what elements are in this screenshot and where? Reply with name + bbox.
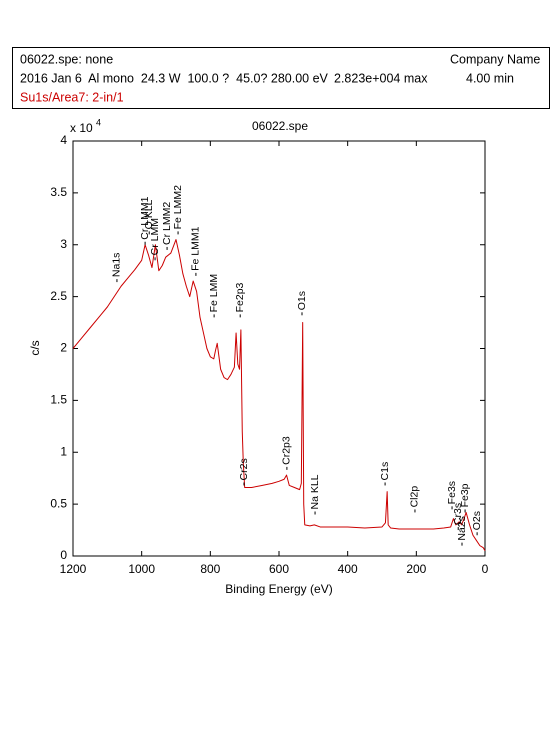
peak-label: Na KLL xyxy=(309,474,321,509)
peak-label: Cr LMM1 xyxy=(139,196,151,239)
x-tick-label: 600 xyxy=(269,562,289,576)
peak-label: O1s xyxy=(296,291,308,310)
x-axis-label: Binding Energy (eV) xyxy=(225,582,332,596)
peak-label: Cr3s xyxy=(452,503,464,525)
peak-label: Na1s xyxy=(111,253,123,278)
y-tick-label: 0 xyxy=(60,548,67,562)
header-company: Company Name xyxy=(450,52,540,66)
y-multiplier-exponent: 4 xyxy=(96,117,101,127)
chart-title: 06022.spe xyxy=(252,119,308,133)
y-tick-label: 3.5 xyxy=(50,185,67,199)
peak-label: O2s xyxy=(471,511,483,530)
header-min: 4.00 min xyxy=(466,71,514,85)
y-tick-label: 1.5 xyxy=(50,393,67,407)
y-tick-label: 0.5 xyxy=(50,496,67,510)
peak-label: Cr LMM xyxy=(149,218,161,255)
header-settings: 2016 Jan 6 Al mono 24.3 W 100.0 ? 45.0? … xyxy=(20,71,329,85)
peak-label: Fe3p xyxy=(459,483,471,507)
peak-label: C1s xyxy=(379,462,391,481)
y-axis-label: c/s xyxy=(28,340,42,355)
x-tick-label: 0 xyxy=(482,562,489,576)
x-tick-label: 200 xyxy=(406,562,426,576)
peak-label: O KLL xyxy=(143,199,155,229)
peak-label: Fe2p3 xyxy=(234,282,246,312)
peak-label: Fe LMM2 xyxy=(172,185,184,230)
peak-label: Na2s xyxy=(456,516,468,541)
header-max: 2.823e+004 max xyxy=(334,71,428,85)
spectrum-line xyxy=(72,239,486,552)
header-region: Su1s/Area7: 2-in/1 xyxy=(20,90,124,104)
peak-label: Cr2s xyxy=(238,458,250,480)
y-tick-label: 1 xyxy=(60,444,67,458)
peak-label: Cr2p3 xyxy=(281,436,293,465)
x-tick-label: 1000 xyxy=(128,562,155,576)
header-file: 06022.spe: none xyxy=(20,52,113,66)
plot: 0 0.5 1 1.5 2 2.5 3 3.5 4 1200 1000 800 600 400 200 0 Na… xyxy=(50,133,488,576)
peak-label: Cl2p xyxy=(409,486,421,508)
header-box xyxy=(12,47,550,109)
y-multiplier: x 10 xyxy=(70,121,93,135)
peak-label: Cr LMM2 xyxy=(161,202,173,245)
y-tick-label: 4 xyxy=(60,133,67,147)
x-tick-label: 800 xyxy=(200,562,220,576)
x-tick-label: 400 xyxy=(338,562,358,576)
peak-label: Fe3s xyxy=(446,481,458,504)
x-tick-label: 1200 xyxy=(60,562,87,576)
peak-label: Fe LMM xyxy=(208,274,220,313)
peak-label: Fe LMM1 xyxy=(190,226,202,271)
y-tick-label: 3 xyxy=(60,237,67,251)
y-tick-label: 2.5 xyxy=(50,289,67,303)
y-tick-label: 2 xyxy=(60,341,67,355)
